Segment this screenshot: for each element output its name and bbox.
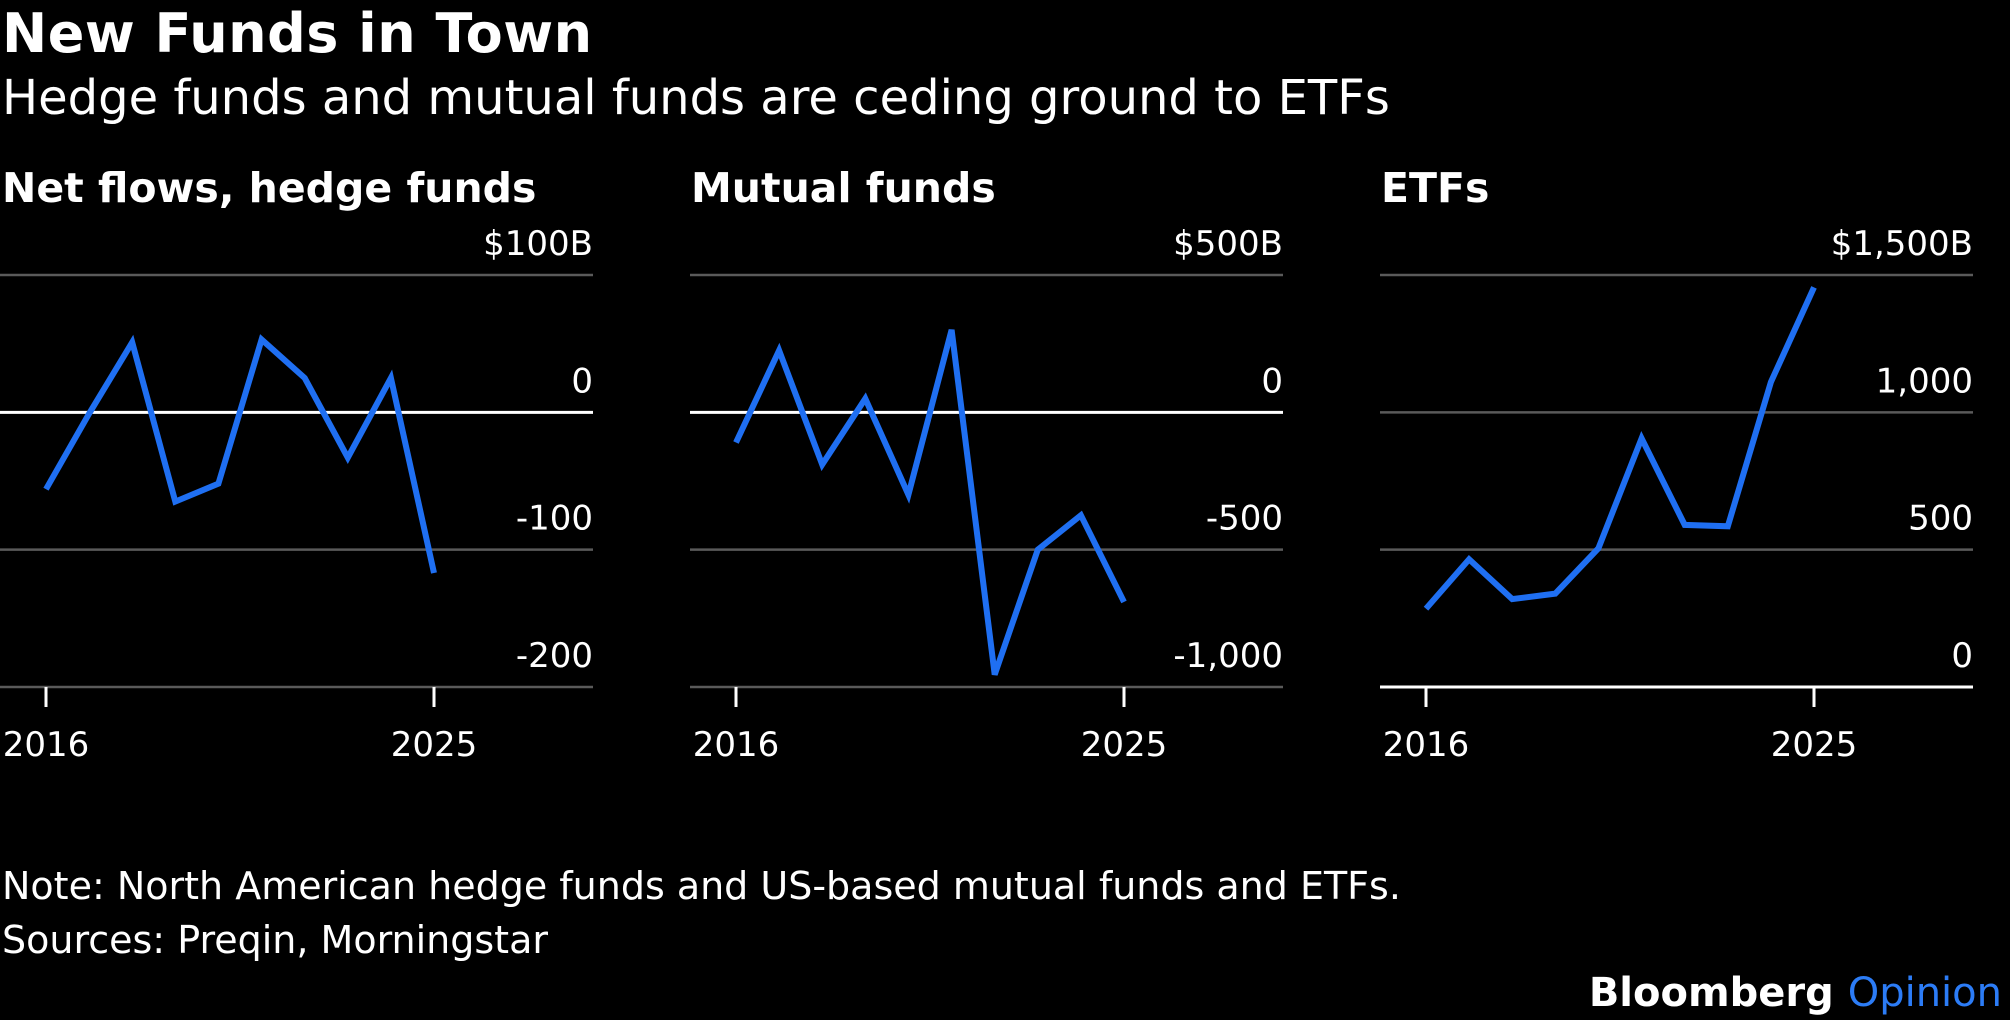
y-tick-label: $100B (483, 224, 593, 264)
y-tick-label: -1,000 (1173, 636, 1283, 676)
brand-name: Bloomberg (1588, 970, 1834, 1016)
y-tick-label: $500B (1173, 224, 1283, 264)
series-line (43, 334, 437, 574)
y-tick-label: $1,500B (1831, 224, 1973, 264)
panel-title-mutual-funds: Mutual funds (691, 164, 996, 212)
chart-subtitle: Hedge funds and mutual funds are ceding … (2, 70, 1390, 126)
y-tick-label: -100 (516, 499, 593, 539)
y-tick-label: 0 (571, 361, 593, 401)
y-tick-label: 1,000 (1876, 361, 1973, 401)
note-text: Note: North American hedge funds and US-… (2, 864, 1401, 908)
x-tick-label: 2016 (693, 725, 780, 765)
y-tick-label: 500 (1908, 499, 1973, 539)
y-tick-label: -200 (516, 636, 593, 676)
x-tick-label: 2025 (1771, 725, 1858, 765)
x-tick-label: 2016 (3, 725, 90, 765)
x-tick-label: 2016 (1383, 725, 1470, 765)
panel-title-hedge-funds: Net flows, hedge funds (2, 164, 537, 212)
y-tick-label: 0 (1951, 636, 1973, 676)
chart-title: New Funds in Town (2, 2, 593, 65)
panel-title-etfs: ETFs (1381, 164, 1490, 212)
x-tick-label: 2025 (1081, 725, 1168, 765)
y-tick-label: -500 (1206, 499, 1283, 539)
sources-text: Sources: Preqin, Morningstar (2, 918, 548, 962)
series-line (1423, 286, 1817, 611)
brand-section: Opinion (1847, 970, 2002, 1016)
y-tick-label: 0 (1261, 361, 1283, 401)
series-line (733, 329, 1127, 676)
brand-logo: Bloomberg Opinion (1589, 968, 2002, 1018)
x-tick-label: 2025 (391, 725, 478, 765)
